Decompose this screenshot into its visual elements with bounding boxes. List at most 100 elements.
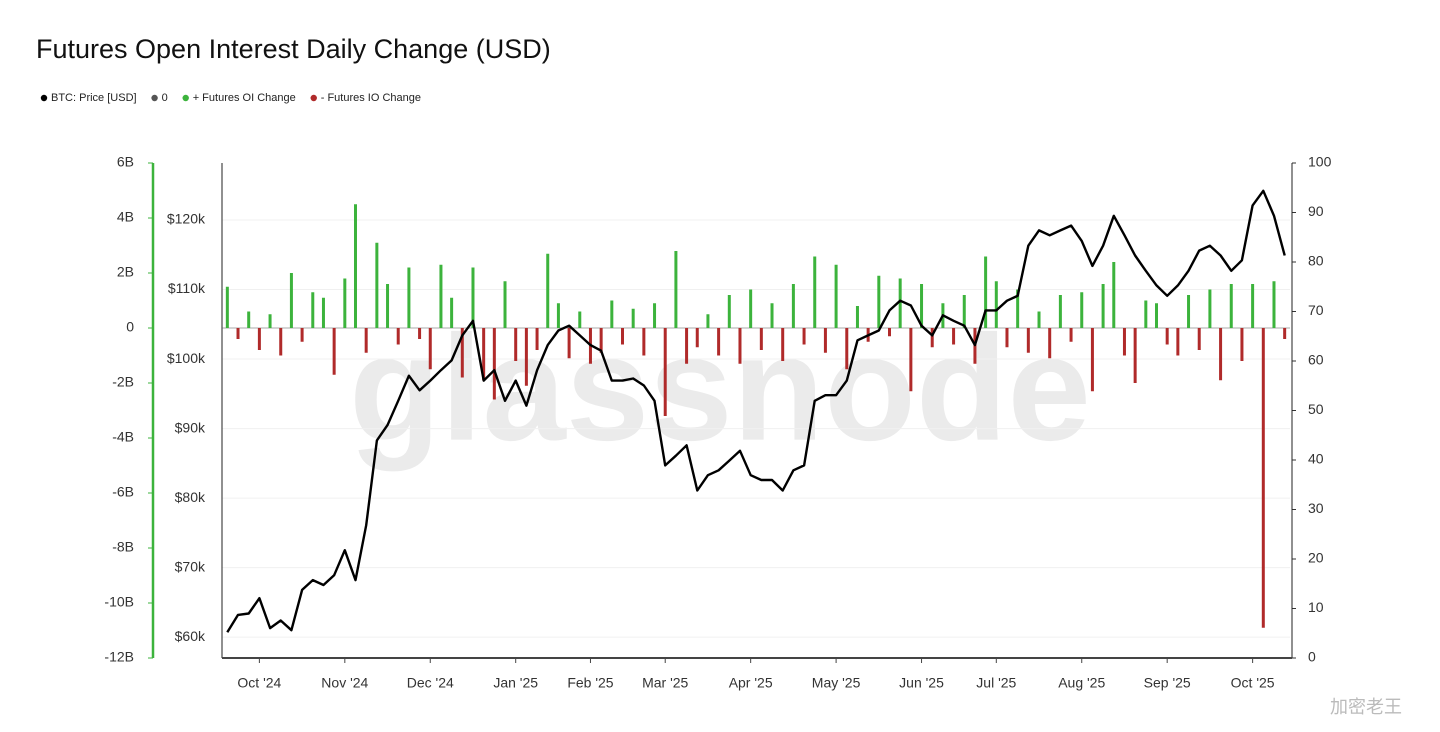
- bar: [1133, 328, 1137, 383]
- bar: [1026, 328, 1030, 353]
- bar: [578, 311, 582, 328]
- y3-tick-label: 50: [1308, 401, 1324, 417]
- y3-tick-label: 40: [1308, 451, 1324, 467]
- bar: [1165, 328, 1169, 345]
- bar: [225, 286, 229, 328]
- bar: [845, 328, 849, 370]
- bar: [1037, 311, 1041, 328]
- bar: [279, 328, 283, 356]
- bar: [759, 328, 763, 350]
- bar: [268, 314, 272, 328]
- legend-label: 0: [162, 92, 168, 104]
- bar: [460, 328, 464, 378]
- y2-tick-label: $110k: [168, 280, 206, 296]
- bar: [610, 300, 614, 328]
- x-tick-label: Oct '25: [1231, 675, 1275, 691]
- x-tick-label: Jul '25: [976, 675, 1016, 691]
- y3-tick-label: 10: [1308, 599, 1324, 615]
- bar: [567, 328, 571, 359]
- y-tick-label: -10B: [104, 594, 134, 610]
- bar: [257, 328, 261, 350]
- bar: [674, 251, 678, 328]
- bar: [236, 328, 240, 339]
- y3-tick-label: 100: [1308, 154, 1332, 170]
- y3-tick-label: 30: [1308, 500, 1324, 516]
- bar: [749, 289, 753, 328]
- bar: [855, 306, 859, 328]
- bar: [920, 284, 924, 328]
- y2-tick-label: $80k: [175, 489, 206, 505]
- bar: [1240, 328, 1244, 361]
- bar: [802, 328, 806, 345]
- bar: [898, 278, 902, 328]
- bar: [300, 328, 304, 342]
- bar: [1219, 328, 1223, 381]
- bar: [1005, 328, 1009, 348]
- bar: [247, 311, 251, 328]
- y3-tick-label: 70: [1308, 302, 1324, 318]
- bar: [888, 328, 891, 337]
- bar: [321, 297, 325, 328]
- y3-tick-label: 20: [1308, 550, 1324, 566]
- bar: [375, 242, 379, 328]
- y-tick-label: -8B: [112, 539, 134, 555]
- y-tick-label: 2B: [117, 264, 134, 280]
- y2-tick-label: $70k: [175, 558, 206, 574]
- bar: [492, 328, 496, 400]
- bar: [813, 256, 817, 328]
- legend-marker: [40, 94, 48, 102]
- bar: [1144, 300, 1148, 328]
- y-tick-label: 6B: [117, 154, 134, 170]
- bar: [781, 328, 785, 361]
- bar: [364, 328, 368, 353]
- bar: [642, 328, 646, 356]
- bar: [386, 284, 390, 328]
- bar: [984, 256, 988, 328]
- bar: [311, 292, 315, 328]
- y-tick-label: 0: [126, 319, 134, 335]
- y2-tick-label: $100k: [167, 350, 206, 366]
- price-line: [226, 189, 1286, 633]
- x-tick-label: Apr '25: [729, 675, 773, 691]
- bar: [1283, 328, 1287, 339]
- y2-tick-label: $90k: [175, 419, 206, 435]
- bar: [343, 278, 347, 328]
- legend-label: BTC: Price [USD]: [51, 92, 137, 104]
- bar: [514, 328, 518, 361]
- x-tick-label: Feb '25: [567, 675, 613, 691]
- y2-tick-label: $60k: [175, 628, 206, 644]
- bar: [546, 253, 550, 328]
- bar: [471, 267, 475, 328]
- bar: [439, 264, 443, 328]
- x-tick-label: Dec '24: [407, 675, 454, 691]
- bar: [663, 328, 667, 416]
- bar: [332, 328, 336, 375]
- bar: [1251, 284, 1255, 328]
- bar: [1208, 289, 1212, 328]
- bar: [621, 328, 624, 345]
- bar: [418, 328, 422, 339]
- bar: [289, 273, 293, 328]
- bar: [599, 328, 603, 353]
- bar: [1058, 295, 1062, 328]
- bar: [727, 295, 731, 328]
- bar: [1101, 284, 1105, 328]
- bar: [791, 284, 795, 328]
- bar: [695, 328, 699, 348]
- bar: [1155, 303, 1158, 328]
- bar: [1176, 328, 1180, 356]
- x-tick-label: Mar '25: [642, 675, 688, 691]
- y-tick-label: -4B: [112, 429, 134, 445]
- bar: [717, 328, 721, 356]
- bar: [503, 281, 507, 328]
- y3-tick-label: 80: [1308, 253, 1324, 269]
- bar: [1069, 328, 1073, 342]
- bar: [653, 303, 657, 328]
- bar: [877, 275, 881, 328]
- x-tick-label: Oct '24: [237, 675, 281, 691]
- y-tick-label: -2B: [112, 374, 134, 390]
- bar: [396, 328, 400, 345]
- legend-label: - Futures IO Change: [321, 92, 421, 104]
- bar: [524, 328, 528, 386]
